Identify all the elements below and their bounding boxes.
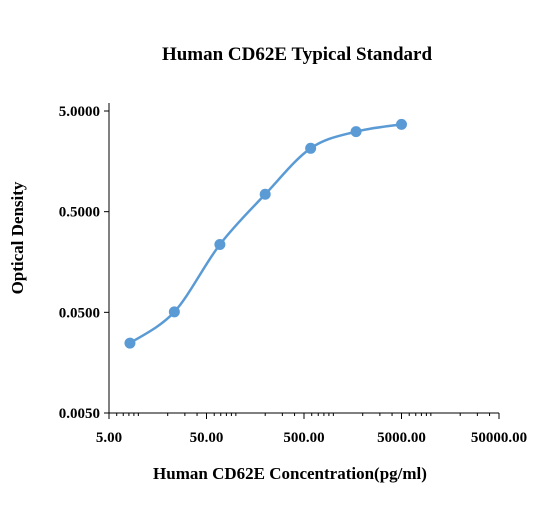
data-points bbox=[124, 118, 407, 349]
data-point bbox=[259, 188, 271, 200]
tick-labels: 0.0050 0.0500 0.5000 5.0000 5.00 50.00 500.00 5… bbox=[59, 104, 527, 446]
data-point bbox=[214, 238, 226, 250]
y-tick-label: 0.0500 bbox=[59, 305, 100, 321]
x-tick-label: 5000.00 bbox=[377, 430, 426, 446]
x-axis-label: Human CD62E Concentration(pg/ml) bbox=[153, 464, 427, 483]
y-tick-label: 0.0050 bbox=[59, 406, 100, 422]
data-point bbox=[350, 126, 362, 138]
y-axis-label: Optical Density bbox=[8, 181, 27, 294]
chart-title: Human CD62E Typical Standard bbox=[162, 44, 433, 65]
y-tick-label: 0.5000 bbox=[59, 205, 100, 221]
y-tick-label: 5.0000 bbox=[59, 104, 100, 120]
data-point bbox=[305, 142, 317, 154]
x-tick-label: 50000.00 bbox=[471, 430, 527, 446]
x-tick-label: 500.00 bbox=[283, 430, 324, 446]
data-point bbox=[168, 306, 180, 318]
data-point bbox=[124, 337, 136, 349]
data-point bbox=[396, 118, 407, 130]
x-tick-label: 50.00 bbox=[190, 430, 224, 446]
axes bbox=[104, 103, 500, 419]
x-tick-label: 5.00 bbox=[96, 430, 122, 446]
